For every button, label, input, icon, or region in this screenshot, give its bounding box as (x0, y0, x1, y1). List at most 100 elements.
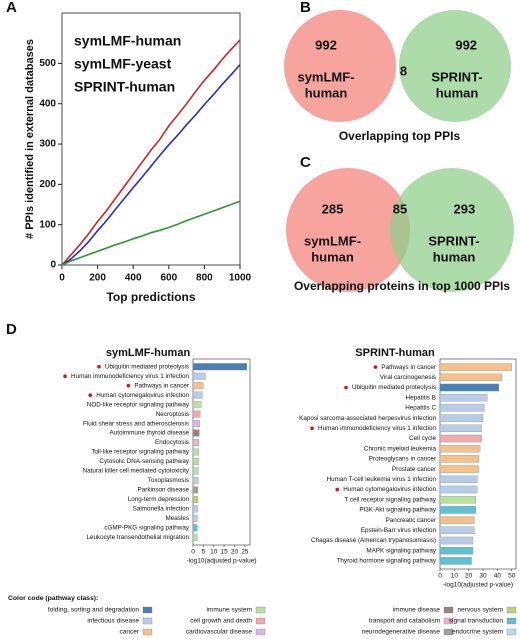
x-tick-label: 50 (508, 573, 516, 580)
legend-swatch (443, 617, 454, 625)
venn-count: 85 (393, 201, 407, 216)
x-axis-label: Top predictions (106, 290, 195, 304)
category-label: Proteoglycans in cancer (369, 456, 436, 463)
y-tick-label: 100 (39, 219, 56, 230)
legend-item: signal transduction (449, 618, 504, 625)
category-label: Hepatitis B (406, 394, 436, 401)
bar (192, 533, 198, 541)
x-tick-label: 0 (191, 549, 195, 556)
legend-swatch (255, 617, 266, 625)
legend-swatch (255, 628, 266, 636)
category-label: Human immunodeficiency virus 1 infection (71, 373, 189, 380)
venn-caption: Overlapping top PPIs (339, 129, 461, 143)
legend-item: folding, sorting and degradation (48, 607, 139, 614)
panel-title: symLMF-human (106, 347, 191, 359)
category-label: MAPK signaling pathway (366, 547, 437, 554)
category-label: Thyroid hormone signaling pathway (337, 558, 437, 565)
bar (192, 420, 200, 428)
bar (439, 557, 472, 565)
bar (439, 485, 478, 494)
legend-item: transport and catabolism (369, 618, 440, 625)
x-tick-label: 200 (89, 273, 106, 284)
bar (439, 455, 479, 463)
y-tick-label: 0 (50, 260, 56, 271)
category-label: Chagas disease (American trypanosomiasis… (311, 537, 436, 544)
bar (192, 495, 198, 503)
category-label: Human T-cell leukemia virus 1 infection (327, 476, 437, 483)
x-axis-label: -log10(adjusted p-value) (443, 582, 513, 589)
category-label: NOD-like receptor signaling pathway (87, 401, 190, 408)
category-label: Toxoplasmosis (148, 477, 189, 484)
category-label: Leukocyte transendothelial migration (86, 534, 189, 541)
highlight-dot (344, 385, 348, 390)
bar (439, 526, 475, 535)
category-label: Epstein-Barr virus infection (361, 527, 437, 534)
category-label: Hepatitis C (405, 405, 436, 412)
category-label: Kaposi sarcoma-associated herpesvirus in… (299, 415, 436, 422)
legend-title: Color code (pathway class): (8, 595, 98, 602)
x-tick-label: 5 (202, 549, 206, 556)
category-label: Natural killer cell mediated cytotoxicit… (83, 468, 190, 475)
panel-letter: C (300, 154, 311, 171)
bar (192, 372, 206, 380)
legend-entry: symLMF-human (74, 33, 181, 49)
legend-item: infectious disease (87, 618, 139, 625)
venn-caption: Overlapping proteins in top 1000 PPIs (294, 279, 510, 293)
bar (192, 524, 198, 532)
category-label: Pathways in cancer (134, 382, 189, 389)
venn-set-label: human (433, 249, 476, 264)
bar (192, 476, 199, 484)
bar (439, 404, 485, 412)
bar (439, 373, 502, 382)
category-label: Human cytomegalovirus infection (96, 392, 189, 399)
legend-item: cardiovascular disease (186, 629, 253, 636)
venn-count: 992 (315, 37, 337, 52)
x-tick-label: 1000 (229, 273, 252, 284)
venn-set-label: symLMF- (304, 233, 361, 248)
venn-count: 285 (322, 201, 344, 216)
y-tick-label: 200 (39, 179, 56, 190)
venn-set (390, 168, 514, 292)
panel-letter: A (6, 0, 17, 16)
category-label: Human immunodeficiency virus 1 infection (318, 425, 436, 432)
legend-item: neurodegenerative disease (362, 629, 441, 636)
bar (192, 401, 202, 409)
highlight-dot (97, 364, 101, 369)
bar (192, 448, 199, 456)
bar (439, 434, 482, 443)
highlight-dot (88, 393, 93, 397)
category-label: T cell receptor signaling pathway (344, 496, 436, 503)
legend-item: cell growth and death (190, 618, 252, 625)
venn-set (399, 10, 511, 122)
bar (192, 363, 248, 371)
category-label: Prostate cancer (392, 466, 436, 473)
x-tick-label: 10 (210, 549, 218, 556)
line-series (61, 200, 241, 266)
y-axis-label: # PPIs identified in external databases (24, 39, 36, 239)
y-tick-label: 500 (39, 58, 56, 69)
bar (192, 505, 198, 513)
legend-swatch (506, 628, 517, 636)
x-tick-label: 40 (494, 573, 502, 580)
y-tick-label: 300 (39, 139, 56, 150)
highlight-dot (310, 426, 314, 431)
bar (439, 465, 479, 473)
bar (192, 486, 199, 494)
bar (439, 414, 484, 422)
y-tick-label: 400 (39, 98, 56, 109)
legend-item: endocrine system (452, 629, 503, 636)
category-label: Autoimmune thyroid disease (110, 430, 190, 437)
x-tick-label: 0 (438, 573, 442, 580)
legend-entry: symLMF-yeast (74, 56, 172, 72)
venn-set-label: symLMF- (297, 69, 354, 84)
x-tick-label: 25 (241, 549, 249, 556)
bar (439, 383, 499, 392)
bar (192, 439, 199, 446)
panel-title: SPRINT-human (355, 347, 435, 359)
legend-swatch (443, 606, 454, 614)
category-label: cGMP-PKG signaling pathway (104, 524, 190, 531)
legend-item: immune disease (393, 607, 441, 614)
bar (439, 444, 481, 453)
bar (439, 393, 488, 402)
